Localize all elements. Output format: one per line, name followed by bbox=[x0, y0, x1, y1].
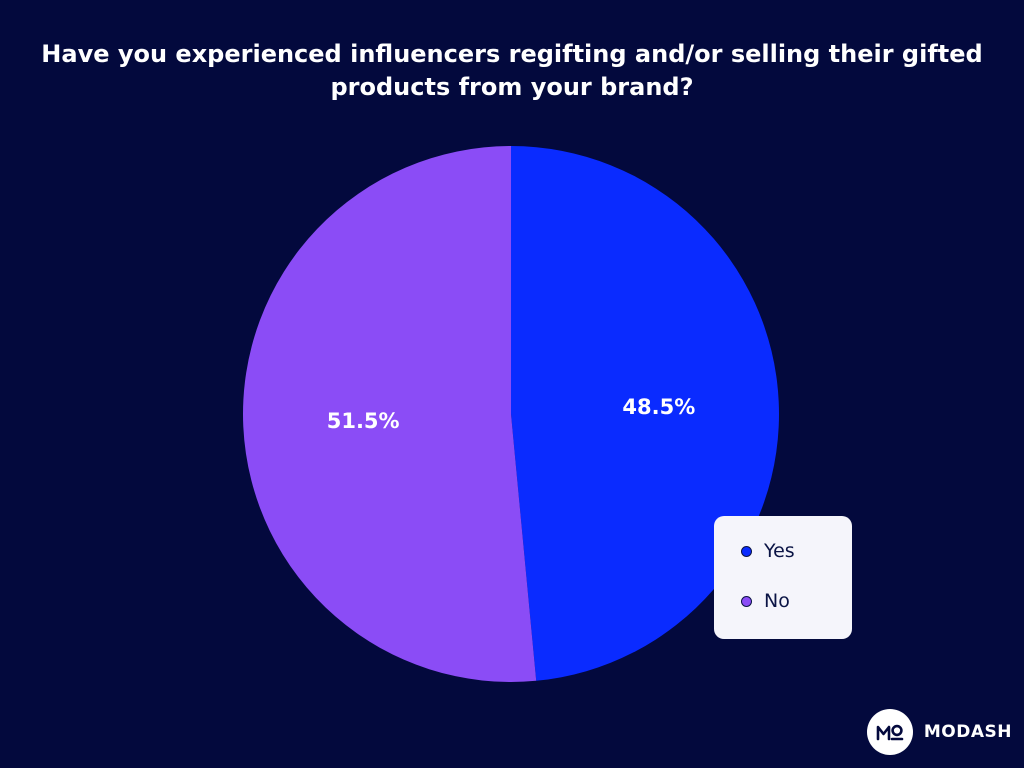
chart-title: Have you experienced influencers regifti… bbox=[41, 40, 983, 101]
data-label-no: 51.5% bbox=[327, 409, 400, 433]
pie-data-labels: 48.5% 51.5% bbox=[327, 395, 696, 433]
chart-legend: Yes No bbox=[714, 516, 852, 639]
pie-slice-yes[interactable] bbox=[511, 146, 779, 681]
pie-slices bbox=[242, 146, 779, 682]
legend-label-no: No bbox=[764, 590, 790, 612]
legend-item-yes[interactable]: Yes bbox=[741, 538, 852, 564]
legend-label-yes: Yes bbox=[764, 540, 795, 562]
legend-swatch-no bbox=[741, 595, 752, 607]
legend-swatch-yes bbox=[741, 545, 752, 557]
brand-name: MODASH bbox=[923, 722, 1012, 742]
modash-logo-icon bbox=[866, 709, 913, 755]
data-label-yes: 48.5% bbox=[622, 395, 695, 419]
legend-item-no[interactable]: No bbox=[741, 588, 852, 614]
pie-slice-no[interactable] bbox=[242, 146, 537, 682]
brand-mark: MODASH bbox=[866, 709, 1012, 755]
